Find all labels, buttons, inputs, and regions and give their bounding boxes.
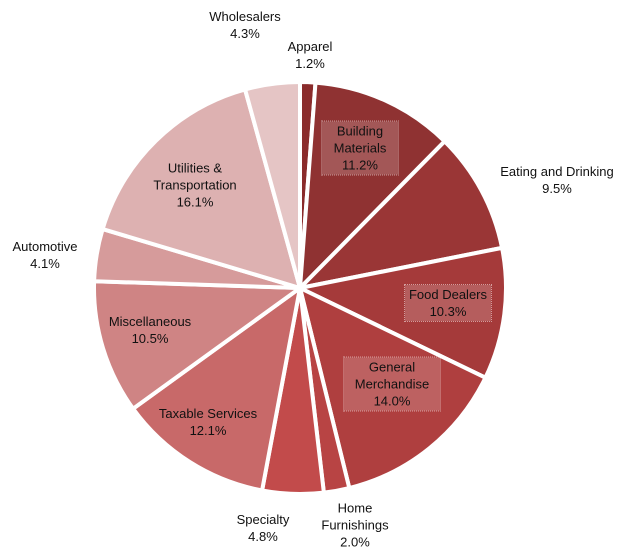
pie-slice bbox=[100, 86, 303, 291]
pie-slice bbox=[92, 279, 306, 412]
category-label: Automotive bbox=[12, 239, 78, 254]
slice-label: Apparel 1.2% bbox=[280, 38, 340, 72]
slice-label: Eating and Drinking 9.5% bbox=[487, 163, 626, 197]
category-label: Specialty bbox=[236, 512, 290, 527]
value-label: 4.8% bbox=[248, 529, 278, 544]
slice-label: Taxable Services 12.1% bbox=[148, 405, 268, 439]
value-label: 11.2% bbox=[342, 157, 378, 173]
pie-slice bbox=[294, 138, 505, 292]
slice-label: Miscellaneous 10.5% bbox=[95, 313, 205, 347]
slice-label: Home Furnishings 2.0% bbox=[310, 500, 400, 551]
value-label: 2.0% bbox=[340, 534, 370, 550]
pie-slice bbox=[293, 245, 508, 381]
category-label: Eating and Drinking bbox=[500, 164, 614, 179]
value-label: 9.5% bbox=[542, 181, 572, 196]
value-label: 10.5% bbox=[131, 331, 169, 346]
category-label: Taxable Services bbox=[158, 406, 258, 421]
slice-label: Specialty 4.8% bbox=[228, 511, 298, 545]
value-label: 4.1% bbox=[30, 256, 60, 271]
value-label: 16.1% bbox=[176, 194, 214, 210]
category-label: Miscellaneous bbox=[108, 314, 192, 329]
value-label: 14.0% bbox=[373, 393, 411, 409]
category-label: Wholesalers bbox=[209, 9, 281, 24]
value-label: 4.3% bbox=[230, 26, 260, 41]
value-label: 1.2% bbox=[295, 56, 325, 71]
slice-label: General Merchandise 14.0% bbox=[343, 356, 441, 412]
pie-slice bbox=[130, 283, 303, 493]
pie-slice bbox=[242, 79, 302, 289]
pie-slice bbox=[297, 284, 489, 491]
slice-label: Automotive 4.1% bbox=[5, 238, 85, 272]
category-label: Home Furnishings bbox=[321, 500, 389, 533]
slice-label: Food Dealers 10.3% bbox=[404, 284, 492, 322]
pie-slice bbox=[297, 80, 448, 294]
slice-label: Wholesalers 4.3% bbox=[200, 8, 290, 42]
slice-label: Building Materials 11.2% bbox=[321, 120, 399, 176]
slice-label: Utilities & Transportation 16.1% bbox=[135, 160, 255, 211]
category-label: Utilities & Transportation bbox=[153, 160, 237, 193]
category-label: Food Dealers bbox=[408, 287, 488, 302]
category-label: Building Materials bbox=[333, 123, 387, 156]
category-label: General Merchandise bbox=[354, 359, 430, 392]
value-label: 12.1% bbox=[189, 423, 227, 438]
value-label: 10.3% bbox=[429, 304, 467, 319]
category-label: Apparel bbox=[287, 39, 333, 54]
